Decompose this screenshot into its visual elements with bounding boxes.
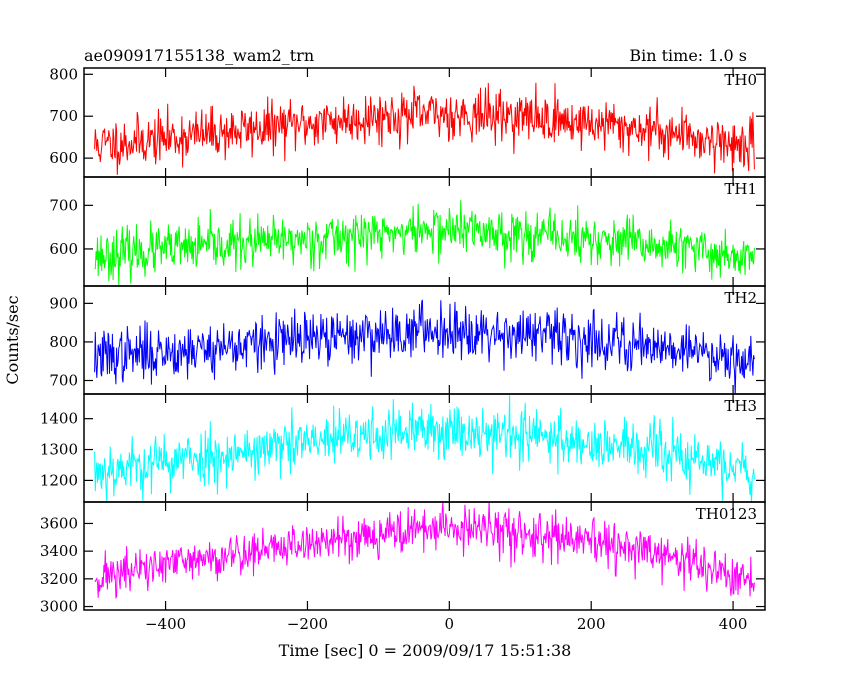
panel-label: TH1 [724, 180, 757, 198]
series-line-th0 [94, 82, 755, 175]
panel-label: TH2 [724, 289, 757, 307]
panel-th0: 600 700 800 TH0 [49, 65, 766, 178]
series-line-th2 [94, 299, 755, 394]
panel-th2: 700 800 900 TH2 [49, 285, 766, 395]
y-tick-label: 600 [49, 149, 78, 167]
x-axis-label: Time [sec] 0 = 2009/09/17 15:51:38 [279, 641, 572, 660]
y-tick-label: 800 [49, 333, 78, 351]
panel-frame [83, 393, 766, 503]
y-tick-label: 3400 [40, 542, 78, 560]
y-tick-label: 1400 [40, 410, 78, 428]
y-tick-label: 3000 [40, 598, 78, 616]
panel-label: TH0123 [696, 505, 757, 523]
panel-th3: 1200 1300 1400 TH3 [40, 393, 766, 503]
plot-title: ae090917155138_wam2_trn [84, 46, 314, 65]
panel-label: TH0 [724, 71, 757, 89]
panel-frame [83, 176, 766, 287]
panel-frame [83, 501, 766, 611]
panels-group: 600 700 800 TH0 600 700 TH1 700 800 900 TH2 1200 130… [40, 65, 766, 633]
series-line-th1 [94, 200, 755, 286]
x-tick-label: 400 [719, 615, 748, 633]
y-tick-label: 3200 [40, 570, 78, 588]
y-tick-label: 700 [49, 372, 78, 390]
y-tick-label: 1300 [40, 441, 78, 459]
y-tick-label: 700 [49, 107, 78, 125]
y-tick-label: 1200 [40, 471, 78, 489]
x-tick-label: 200 [577, 615, 606, 633]
x-tick-label: 0 [445, 615, 455, 633]
panel-frame [83, 67, 766, 178]
y-tick-label: 800 [49, 65, 78, 83]
y-tick-label: 600 [49, 240, 78, 258]
panel-label: TH3 [724, 397, 757, 415]
y-tick-label: 3600 [40, 514, 78, 532]
y-tick-label: 700 [49, 196, 78, 214]
panel-th1: 600 700 TH1 [49, 176, 766, 287]
series-line-th3 [94, 395, 755, 502]
series-line-th0123 [94, 502, 755, 599]
y-tick-label: 900 [49, 294, 78, 312]
panel-th0123: 3000 3200 3400 3600 TH0123 [40, 501, 766, 616]
x-tick-label: −200 [287, 615, 328, 633]
y-axis-label: Counts/sec [3, 295, 22, 384]
x-tick-label: −400 [145, 615, 186, 633]
bin-time-label: Bin time: 1.0 s [629, 46, 747, 65]
